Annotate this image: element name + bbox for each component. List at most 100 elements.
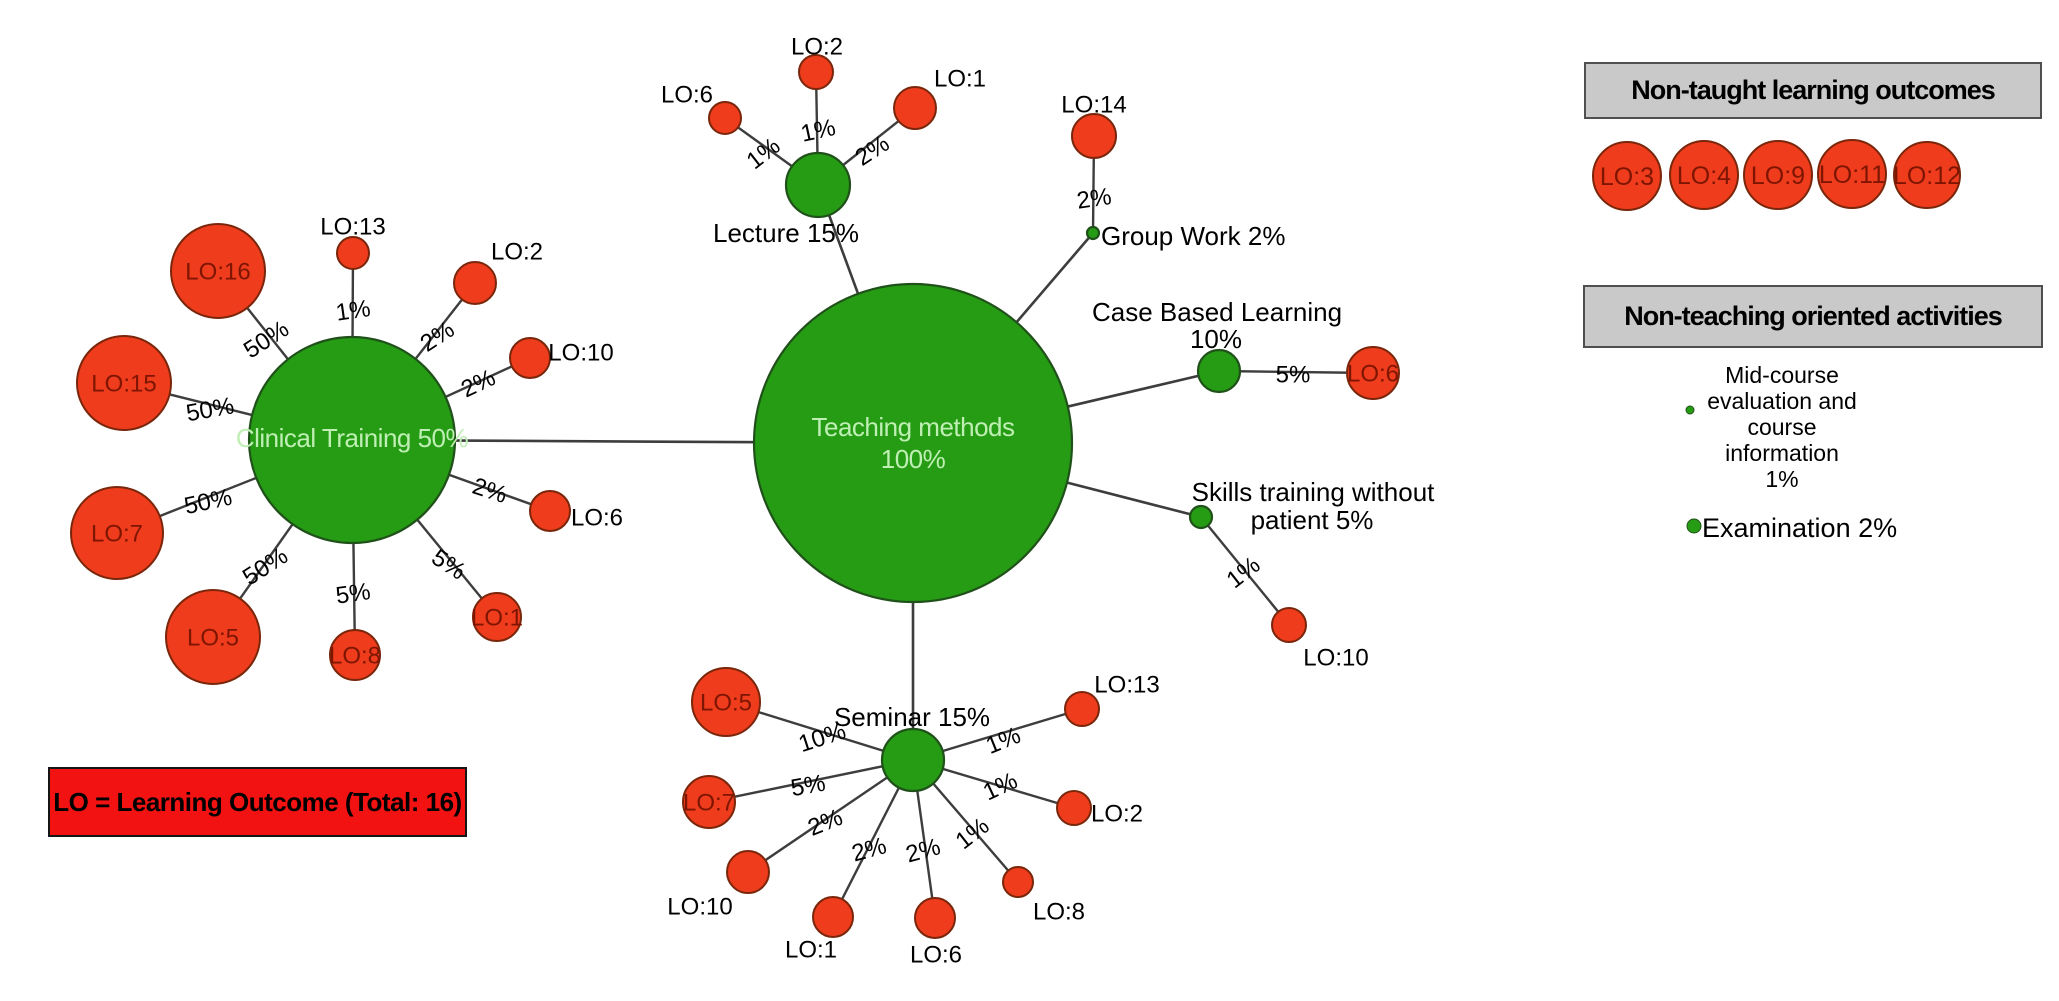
lo-label-lo1: LO:1 — [934, 65, 986, 92]
lo-label-lo15: LO:15 — [91, 370, 156, 397]
lo-node-lo12 — [1893, 141, 1961, 209]
lo-label-lo6: LO:6 — [571, 504, 623, 531]
hub-label-skills: Skills training without — [1192, 477, 1436, 507]
pct-label: 2% — [457, 364, 500, 403]
hub-node-lecture — [784, 151, 852, 219]
hub-label-teaching: 100% — [881, 444, 946, 474]
pct-label: 5% — [789, 770, 828, 803]
panel-non-taught-header: Non-taught learning outcomes — [1584, 62, 2042, 119]
lo-label-lo10: LO:10 — [667, 893, 732, 920]
hub-node-cbl — [1196, 348, 1242, 394]
lo-node-lo1 — [812, 896, 854, 938]
lo-node-lo6 — [1346, 346, 1400, 400]
lo-label-lo14: LO:14 — [1061, 91, 1126, 118]
hub-label-groupwork: Group Work 2% — [1101, 221, 1285, 251]
lo-node-lo14 — [1071, 113, 1117, 159]
link-seminar-lo7 — [708, 758, 914, 804]
lo-label-lo1: LO:1 — [785, 936, 837, 963]
lo-label-lo2: LO:2 — [791, 33, 843, 60]
lo-label-lo7: LO:7 — [91, 520, 143, 547]
lo-node-lo15 — [76, 335, 172, 431]
pct-label: 2% — [469, 473, 510, 509]
lo-node-lo4 — [1669, 140, 1739, 210]
hub-node-teaching — [752, 282, 1074, 604]
lo-label-lo6: LO:6 — [661, 81, 713, 108]
lo-label-lo2: LO:2 — [1091, 800, 1143, 827]
panel-non-teaching-header: Non-teaching oriented activities — [1583, 285, 2043, 348]
pct-label: 1% — [979, 767, 1022, 806]
hub-node-seminar — [880, 727, 946, 793]
pct-label: 2% — [851, 130, 895, 172]
lo-node-lo8 — [1002, 866, 1034, 898]
pct-label: 5% — [427, 544, 471, 586]
lo-label-lo6: LO:6 — [1347, 360, 1399, 387]
lo-label-lo5: LO:5 — [700, 689, 752, 716]
note-midcourse-line4: 1% — [1765, 466, 1799, 492]
lo-label-lo7: LO:7 — [683, 789, 735, 816]
lo-node-lo2 — [1056, 790, 1092, 826]
link-skills-lo10 — [1200, 516, 1290, 626]
lo-node-lo11 — [1817, 139, 1887, 209]
hub-label-skills: patient 5% — [1251, 505, 1374, 535]
pct-label: 2% — [849, 832, 889, 867]
pct-label: 50% — [184, 392, 236, 427]
lo-label-lo5: LO:5 — [187, 624, 239, 651]
lo-label-lo10: LO:10 — [548, 339, 613, 366]
lo-node-lo2 — [798, 54, 834, 90]
note-midcourse: Mid-course evaluation and course informa… — [1695, 362, 1869, 492]
lo-node-lo6 — [529, 490, 571, 532]
lo-node-lo6 — [914, 897, 956, 939]
pct-label: 1% — [798, 114, 838, 148]
lo-label-lo8: LO:8 — [329, 642, 381, 669]
lo-node-lo1 — [472, 592, 522, 642]
lo-label-lo13: LO:13 — [320, 213, 385, 240]
note-midcourse-line2: evaluation and — [1707, 388, 1857, 414]
note-examination: Examination 2% — [1702, 513, 1897, 544]
lo-node-lo5 — [691, 667, 761, 737]
lo-node-lo13 — [1064, 691, 1100, 727]
pct-label: 10% — [795, 718, 849, 759]
hub-label-cbl: 10% — [1190, 324, 1242, 354]
lo-node-lo6 — [708, 101, 742, 135]
lo-node-lo8 — [329, 629, 381, 681]
lo-node-lo5 — [165, 589, 261, 685]
lo-node-lo10 — [509, 337, 551, 379]
note-dot-0 — [1685, 405, 1695, 415]
note-dot-1 — [1686, 518, 1702, 534]
note-examination-text: Examination 2% — [1702, 513, 1898, 543]
lo-label-lo10: LO:10 — [1303, 644, 1368, 671]
lo-node-lo10 — [726, 850, 770, 894]
lo-label-lo3: LO:3 — [1600, 163, 1654, 191]
lo-node-lo2 — [453, 261, 497, 305]
lo-node-lo13 — [336, 236, 370, 270]
pct-label: 1% — [742, 132, 786, 175]
lo-label-lo12: LO:12 — [1893, 162, 1961, 190]
lo-label-lo8: LO:8 — [1033, 898, 1085, 925]
pct-label: 5% — [334, 578, 372, 610]
lo-label-lo13: LO:13 — [1094, 671, 1159, 698]
note-midcourse-line3: course information — [1725, 414, 1839, 466]
hub-label-lecture: Lecture 15% — [713, 218, 859, 248]
pct-label: 2% — [1075, 183, 1113, 215]
lo-node-lo10 — [1271, 607, 1307, 643]
note-midcourse-line1: Mid-course — [1725, 362, 1839, 388]
lo-node-lo3 — [1592, 141, 1662, 211]
lo-node-lo16 — [170, 223, 266, 319]
panel-non-taught-title: Non-taught learning outcomes — [1631, 75, 1995, 105]
lo-label-lo6: LO:6 — [910, 941, 962, 968]
hub-node-groupwork — [1085, 225, 1101, 241]
hub-label-seminar: Seminar 15% — [834, 702, 990, 732]
pct-label: 50% — [182, 484, 235, 520]
legend-text: LO = Learning Outcome (Total: 16) — [53, 786, 462, 817]
lo-label-lo16: LO:16 — [185, 258, 250, 285]
link-seminar-lo10 — [747, 759, 914, 873]
pct-label: 5% — [1276, 361, 1311, 388]
lo-label-lo1: LO:1 — [471, 604, 523, 631]
pct-label: 1% — [334, 295, 372, 327]
hub-node-clinical — [247, 335, 457, 545]
legend-box: LO = Learning Outcome (Total: 16) — [48, 767, 467, 837]
lo-label-lo11: LO:11 — [1819, 161, 1885, 189]
lo-label-lo2: LO:2 — [491, 238, 543, 265]
